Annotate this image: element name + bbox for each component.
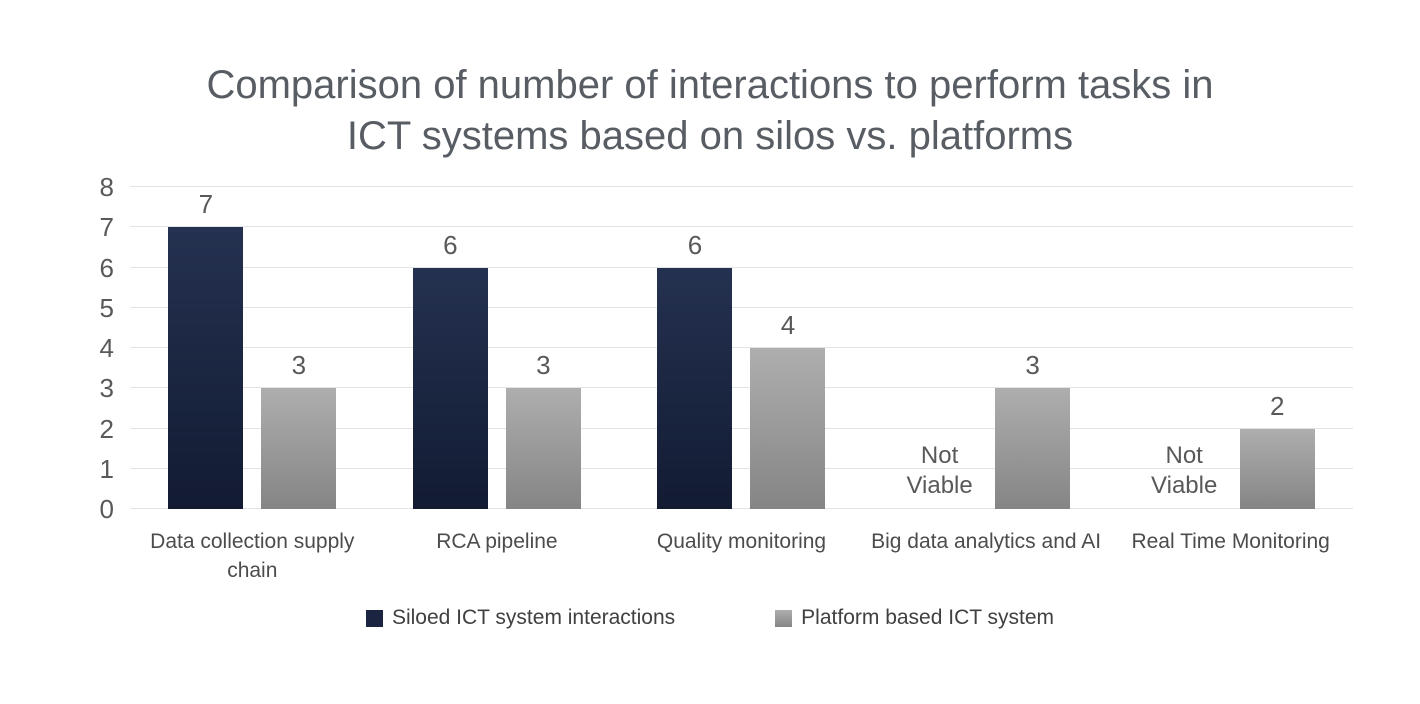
- bar-group: Not Viable 3: [864, 187, 1109, 509]
- y-tick-label: 3: [99, 373, 114, 404]
- not-viable-label: Not Viable: [906, 442, 973, 499]
- y-tick-label: 2: [99, 413, 114, 444]
- bar-value-label: 7: [198, 189, 214, 220]
- bar-siloed: [412, 267, 488, 509]
- bar-value-label: 2: [1269, 390, 1285, 421]
- bar-value-label: 6: [687, 229, 703, 260]
- y-tick-label: 6: [99, 252, 114, 283]
- bar-slot: 3: [995, 187, 1071, 509]
- bar-slot: 6: [657, 187, 733, 509]
- not-viable-label: Not Viable: [1151, 442, 1218, 499]
- bar-slot: 3: [505, 187, 581, 509]
- x-axis-label: Big data analytics and AI: [871, 530, 1102, 553]
- gridline: [130, 266, 1353, 268]
- bar-value-label: 3: [291, 350, 307, 381]
- y-tick-label: 8: [99, 172, 114, 202]
- legend-label: Siloed ICT system interactions: [391, 606, 676, 629]
- bar-value-label: 4: [780, 310, 796, 340]
- legend-item: Platform based ICT system: [775, 606, 1054, 630]
- bar-platform: [750, 348, 826, 509]
- bar-platform: [995, 388, 1071, 509]
- bar-slot: 6: [412, 187, 488, 509]
- gridline: [130, 467, 1353, 469]
- y-tick-label: 7: [99, 212, 114, 243]
- y-tick-label: 0: [99, 494, 114, 524]
- bar-group: Not Viable 2: [1108, 187, 1353, 509]
- x-axis-label: RCA pipeline: [436, 530, 558, 553]
- gridline: [130, 387, 1353, 389]
- bar-siloed: [168, 227, 244, 509]
- x-axis-label: Data collection supply chain: [150, 530, 355, 583]
- bar-slot: 7: [168, 187, 244, 509]
- bar-value-label: 3: [536, 350, 551, 381]
- legend-label: Platform based ICT system: [801, 606, 1055, 629]
- x-axis-labels: Data collection supply chain RCA pipeline…: [130, 527, 1353, 586]
- chart-title: Comparison of number of interactions to …: [206, 63, 1214, 159]
- chart-legend: Siloed ICT system interactions Platform b…: [0, 606, 1420, 630]
- legend-item: Siloed ICT system interactions: [365, 606, 676, 630]
- bar-platform: [505, 388, 581, 509]
- gridline: [130, 226, 1353, 228]
- y-tick-label: 1: [99, 453, 114, 484]
- gridline: [130, 347, 1353, 348]
- x-axis-label: Quality monitoring: [656, 530, 827, 553]
- bar-value-label: 6: [443, 229, 458, 260]
- y-tick-label: 4: [99, 333, 114, 363]
- gridline: [130, 508, 1353, 509]
- bar-slot: 3: [261, 187, 337, 509]
- legend-swatch-icon: [775, 609, 793, 627]
- bar-slot: Not Viable: [1147, 187, 1222, 509]
- gridline: [130, 306, 1353, 308]
- legend-swatch-icon: [365, 609, 383, 627]
- bar-platform: [1239, 428, 1315, 509]
- bar-slot: 2: [1239, 187, 1315, 509]
- gridline: [130, 186, 1353, 187]
- bar-groups: 7 3 6 3 6 4 Not Viable 3 Not Viable 2: [130, 187, 1353, 509]
- bar-siloed: [657, 267, 733, 509]
- x-axis-label: Real Time Monitoring: [1131, 530, 1330, 553]
- y-tick-label: 5: [99, 292, 114, 323]
- bar-slot: 4: [750, 187, 826, 509]
- bar-value-label: 3: [1025, 350, 1040, 381]
- gridline: [130, 427, 1353, 429]
- bar-platform: [261, 388, 337, 509]
- bar-slot: Not Viable: [902, 187, 977, 509]
